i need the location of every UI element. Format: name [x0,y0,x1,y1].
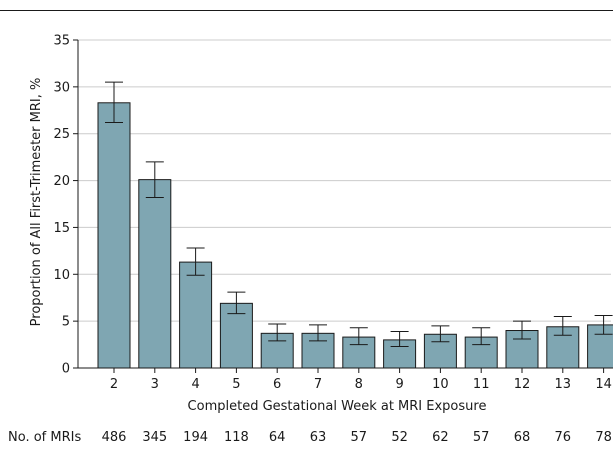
table-cell: 345 [142,430,168,445]
x-tick-label: 10 [432,377,449,392]
bar [97,102,131,369]
y-tick-label: 20 [53,174,70,189]
y-tick-label: 5 [62,315,70,330]
x-tick-label: 8 [355,377,363,392]
y-tick-label: 25 [53,127,70,142]
x-tick-label: 3 [151,377,159,392]
table-cell: 78 [595,430,612,445]
top-rule [0,10,613,11]
y-tick-label: 0 [62,362,70,377]
mri-count-table: No. of MRIs 486 345 194 118 64 63 57 52 62 57 68 76… [0,430,613,454]
y-tick-label: 30 [53,80,70,95]
table-cell: 118 [223,430,249,445]
table-cell: 194 [183,430,209,445]
x-axis-label: Completed Gestational Week at MRI Exposu… [188,399,487,414]
bar [179,261,213,369]
table-cell: 63 [309,430,327,445]
x-tick-label: 7 [314,377,322,392]
y-tick-label: 15 [53,221,70,236]
table-label: No. of MRIs [8,430,82,445]
table-cell: 486 [101,430,127,445]
table-cell: 57 [472,430,490,445]
x-tick-label: 2 [110,377,118,392]
table-cell: 52 [391,430,408,445]
error-bars [105,81,613,347]
x-tick-label: 9 [395,377,403,392]
x-tick-label: 12 [514,377,531,392]
x-tick-label: 5 [232,377,240,392]
y-tick-label: 35 [53,34,70,49]
table-cell: 64 [268,430,286,445]
x-tick-label: 13 [555,377,572,392]
bar [587,324,613,369]
table-cell: 57 [350,430,368,445]
bar [464,336,498,369]
bar [138,179,172,369]
table-cell: 62 [432,430,449,445]
x-tick-label: 6 [273,377,281,392]
y-axis-label: Proportion of All First-Trimester MRI, % [29,78,44,327]
x-tick-label: 11 [473,377,490,392]
table-cell: 68 [513,430,531,445]
bar [505,330,539,369]
x-tick-label: 14 [595,377,612,392]
y-tick-label: 10 [53,268,70,283]
x-tick-label: 4 [191,377,199,392]
axes: 0 5 10 15 20 25 30 35 2 3 4 5 6 7 8 9 10 11 12 13 14 [53,34,611,393]
table-cell: 76 [554,430,572,445]
bars [97,102,613,369]
